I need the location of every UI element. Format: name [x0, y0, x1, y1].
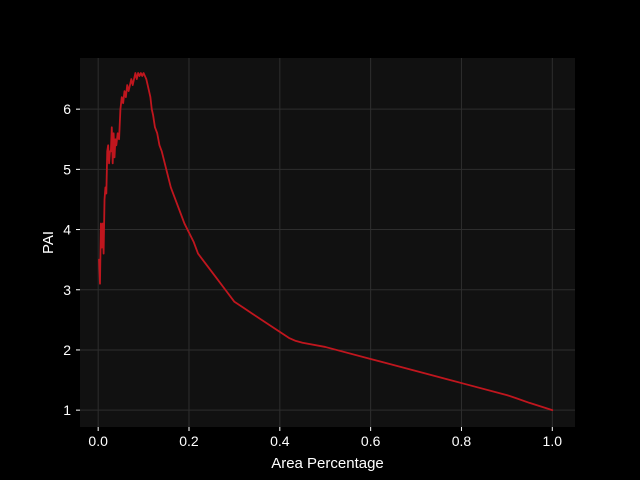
y-tick-label: 6: [63, 101, 71, 117]
y-tick-label: 1: [63, 402, 71, 418]
x-grid-lines: [97, 58, 553, 427]
x-tick-label: 0.4: [270, 433, 290, 449]
y-grid-lines: [80, 108, 575, 411]
plot-area: [80, 58, 575, 427]
y-tick-label: 5: [63, 161, 71, 177]
y-axis-title: PAI: [40, 231, 57, 254]
x-tick-label: 0.6: [361, 433, 381, 449]
x-tick-label: 0.0: [88, 433, 108, 449]
x-axis-title: Area Percentage: [271, 455, 384, 472]
series-group: [98, 72, 554, 412]
pai-series-line: [98, 72, 554, 412]
x-tick-label: 1.0: [543, 433, 563, 449]
y-axis-ticks: 1 2 3 4 5 6: [63, 101, 80, 418]
y-tick-label: 3: [63, 282, 71, 298]
y-tick-label: 4: [63, 222, 71, 238]
x-tick-label: 0.2: [179, 433, 199, 449]
x-axis-ticks: 0.0 0.2 0.4 0.6 0.8 1.0: [88, 427, 562, 449]
y-tick-label: 2: [63, 342, 71, 358]
x-tick-label: 0.8: [452, 433, 472, 449]
